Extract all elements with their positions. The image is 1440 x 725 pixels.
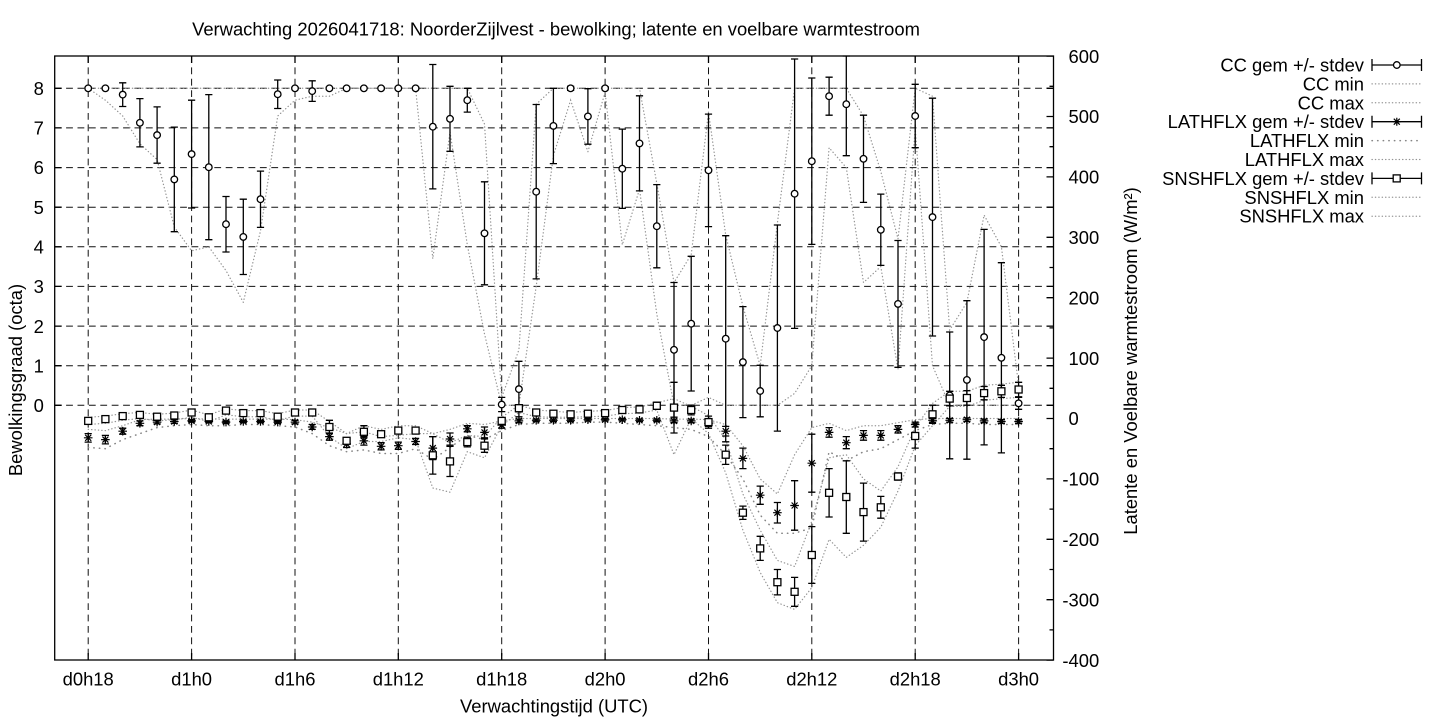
svg-text:d1h6: d1h6 bbox=[275, 668, 316, 689]
svg-text:CC min: CC min bbox=[1303, 73, 1364, 94]
svg-text:CC gem +/- stdev: CC gem +/- stdev bbox=[1220, 55, 1364, 76]
svg-text:500: 500 bbox=[1069, 106, 1100, 127]
svg-text:400: 400 bbox=[1069, 167, 1100, 188]
svg-text:d2h0: d2h0 bbox=[585, 668, 626, 689]
svg-text:d3h0: d3h0 bbox=[998, 668, 1039, 689]
svg-text:2: 2 bbox=[34, 316, 44, 337]
svg-text:8: 8 bbox=[34, 78, 44, 99]
svg-text:d1h18: d1h18 bbox=[476, 668, 527, 689]
svg-text:-400: -400 bbox=[1062, 650, 1099, 671]
svg-text:d2h18: d2h18 bbox=[890, 668, 941, 689]
svg-text:LATHFLX max: LATHFLX max bbox=[1245, 149, 1364, 170]
svg-text:100: 100 bbox=[1069, 348, 1100, 369]
svg-text:-300: -300 bbox=[1062, 589, 1099, 610]
svg-text:6: 6 bbox=[34, 157, 44, 178]
svg-text:SNSHFLX min: SNSHFLX min bbox=[1244, 187, 1364, 208]
svg-text:5: 5 bbox=[34, 197, 44, 218]
svg-text:600: 600 bbox=[1069, 46, 1100, 67]
svg-text:d1h0: d1h0 bbox=[171, 668, 212, 689]
svg-text:LATHFLX min: LATHFLX min bbox=[1250, 130, 1364, 151]
svg-text:d0h18: d0h18 bbox=[63, 668, 114, 689]
svg-text:3: 3 bbox=[34, 276, 44, 297]
svg-text:Bewolkingsgraad (octa): Bewolkingsgraad (octa) bbox=[5, 284, 26, 476]
svg-text:d2h6: d2h6 bbox=[688, 668, 729, 689]
svg-text:SNSHFLX gem +/- stdev: SNSHFLX gem +/- stdev bbox=[1162, 168, 1365, 189]
svg-text:0: 0 bbox=[1069, 408, 1079, 429]
svg-text:0: 0 bbox=[34, 395, 44, 416]
svg-text:-100: -100 bbox=[1062, 469, 1099, 490]
svg-text:Verwachting 2026041718: Noorde: Verwachting 2026041718: NoorderZijlvest … bbox=[192, 19, 920, 40]
svg-text:1: 1 bbox=[34, 355, 44, 376]
svg-text:4: 4 bbox=[34, 237, 44, 258]
svg-text:-200: -200 bbox=[1062, 529, 1099, 550]
svg-text:LATHFLX gem +/- stdev: LATHFLX gem +/- stdev bbox=[1168, 111, 1365, 132]
svg-text:d1h12: d1h12 bbox=[373, 668, 424, 689]
svg-text:d2h12: d2h12 bbox=[786, 668, 837, 689]
svg-text:Latente en Voelbare warmtestro: Latente en Voelbare warmtestroom (W/m²) bbox=[1120, 187, 1141, 535]
svg-text:SNSHFLX max: SNSHFLX max bbox=[1239, 206, 1364, 227]
svg-text:7: 7 bbox=[34, 118, 44, 139]
svg-text:200: 200 bbox=[1069, 287, 1100, 308]
svg-text:Verwachtingstijd (UTC): Verwachtingstijd (UTC) bbox=[460, 696, 648, 717]
svg-text:300: 300 bbox=[1069, 227, 1100, 248]
svg-text:CC max: CC max bbox=[1298, 92, 1364, 113]
